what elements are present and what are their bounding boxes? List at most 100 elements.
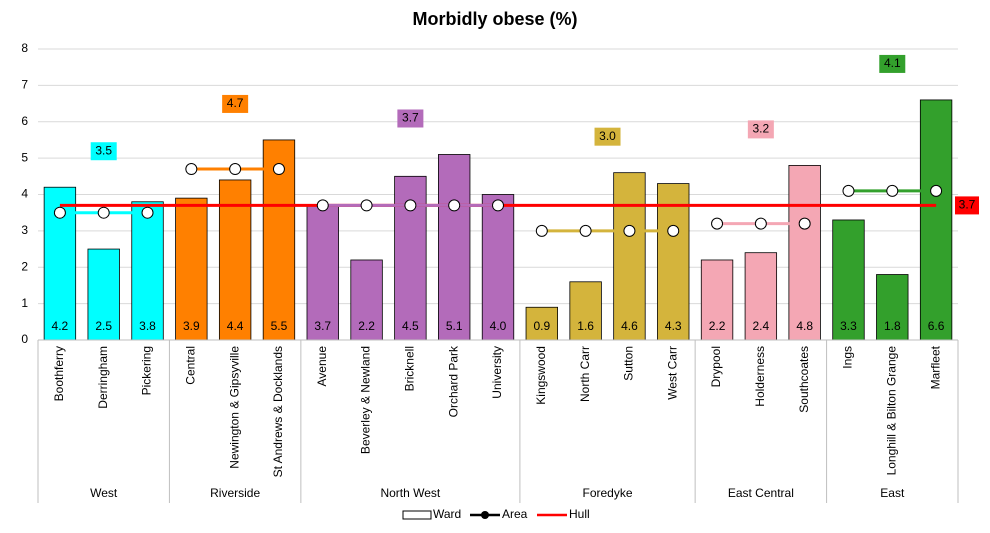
bar bbox=[438, 154, 471, 341]
area-marker bbox=[97, 206, 110, 219]
area-marker bbox=[272, 163, 285, 176]
legend-label: Area bbox=[502, 507, 528, 521]
value-label: 4.0 bbox=[490, 319, 507, 333]
group-label: North West bbox=[380, 486, 440, 500]
x-tick-label: University bbox=[490, 346, 504, 399]
value-label: 4.6 bbox=[621, 319, 638, 333]
value-label: 0.9 bbox=[533, 319, 550, 333]
value-label: 2.2 bbox=[358, 319, 375, 333]
group-label: East bbox=[880, 486, 905, 500]
x-tick-label: Ings bbox=[841, 346, 855, 369]
x-tick-label: Boothferry bbox=[52, 346, 66, 401]
area-marker bbox=[360, 199, 373, 212]
area-label: 3.5 bbox=[95, 143, 112, 157]
legend-label: Hull bbox=[569, 507, 590, 521]
value-label: 4.5 bbox=[402, 319, 419, 333]
area-marker bbox=[930, 184, 943, 197]
area-marker bbox=[667, 224, 680, 237]
value-label: 2.5 bbox=[95, 319, 112, 333]
bar bbox=[919, 99, 953, 341]
bar bbox=[700, 259, 734, 341]
y-tick-label: 5 bbox=[21, 150, 28, 164]
x-tick-label: Newington & Gipsyville bbox=[227, 346, 241, 469]
group-label: West bbox=[90, 486, 118, 500]
y-tick-label: 2 bbox=[21, 259, 28, 273]
area-marker bbox=[711, 217, 724, 230]
value-label: 1.6 bbox=[577, 319, 594, 333]
value-label: 6.6 bbox=[928, 319, 945, 333]
area-marker bbox=[579, 224, 592, 237]
y-tick-label: 3 bbox=[21, 223, 28, 237]
bar bbox=[876, 274, 909, 341]
x-tick-label: St Andrews & Docklands bbox=[271, 346, 285, 477]
area-marker bbox=[448, 199, 461, 212]
x-tick-label: Pickering bbox=[140, 346, 154, 395]
legend-label: Ward bbox=[433, 507, 461, 521]
hull-label-box bbox=[955, 196, 979, 215]
x-tick-label: Orchard Park bbox=[446, 345, 460, 417]
value-label: 1.8 bbox=[884, 319, 901, 333]
area-marker bbox=[53, 206, 66, 219]
value-label: 3.9 bbox=[183, 319, 200, 333]
area-marker bbox=[229, 163, 242, 176]
x-tick-label: Holderness bbox=[753, 346, 767, 407]
value-label: 4.2 bbox=[52, 319, 69, 333]
area-label: 3.7 bbox=[402, 111, 419, 125]
value-label: 4.3 bbox=[665, 319, 682, 333]
value-label: 2.4 bbox=[753, 319, 770, 333]
area-marker bbox=[623, 224, 636, 237]
area-label: 3.2 bbox=[753, 122, 770, 136]
y-tick-label: 1 bbox=[21, 296, 28, 310]
area-label: 4.1 bbox=[884, 56, 901, 70]
x-tick-label: Longhill & Bilton Grange bbox=[884, 346, 898, 476]
x-tick-label: North Carr bbox=[578, 346, 592, 402]
value-label: 2.2 bbox=[709, 319, 726, 333]
bar bbox=[350, 259, 383, 341]
y-tick-label: 7 bbox=[21, 78, 28, 92]
value-label: 3.8 bbox=[139, 319, 156, 333]
bar bbox=[569, 281, 602, 341]
x-tick-label: Bricknell bbox=[403, 346, 417, 391]
area-marker bbox=[492, 199, 504, 212]
area-label-box bbox=[222, 94, 249, 113]
area-label-box bbox=[747, 120, 774, 139]
value-label: 5.5 bbox=[271, 319, 288, 333]
area-marker bbox=[141, 206, 154, 219]
bar bbox=[87, 248, 120, 341]
area-marker bbox=[886, 184, 899, 197]
x-tick-label: Central bbox=[184, 346, 198, 385]
bar bbox=[175, 197, 208, 341]
area-label: 4.7 bbox=[227, 96, 244, 110]
legend-ward-swatch bbox=[402, 510, 432, 520]
x-tick-label: Marfleet bbox=[928, 345, 942, 389]
legend-area-marker bbox=[481, 511, 489, 519]
hull-label: 3.7 bbox=[959, 198, 976, 212]
y-tick-label: 6 bbox=[21, 114, 28, 128]
bar bbox=[306, 205, 339, 341]
value-label: 4.8 bbox=[796, 319, 813, 333]
bar bbox=[788, 164, 821, 341]
y-tick-label: 0 bbox=[21, 332, 28, 346]
area-marker bbox=[185, 163, 198, 176]
area-marker bbox=[842, 184, 855, 197]
bar bbox=[832, 219, 865, 341]
area-marker bbox=[754, 217, 767, 230]
area-label-box bbox=[879, 54, 906, 73]
x-tick-label: Drypool bbox=[709, 346, 723, 387]
area-label-box bbox=[397, 109, 424, 128]
value-label: 3.3 bbox=[840, 319, 857, 333]
y-tick-label: 4 bbox=[21, 187, 28, 201]
group-label: East Central bbox=[728, 486, 794, 500]
value-label: 5.1 bbox=[446, 319, 463, 333]
bar bbox=[613, 172, 646, 341]
area-label-box bbox=[594, 127, 621, 146]
area-marker bbox=[798, 217, 811, 230]
x-tick-label: Derringham bbox=[96, 346, 110, 409]
value-label: 3.7 bbox=[314, 319, 331, 333]
bar bbox=[657, 183, 690, 341]
area-marker bbox=[404, 199, 417, 212]
x-tick-label: Kingswood bbox=[534, 346, 548, 405]
area-marker bbox=[316, 199, 329, 212]
bar bbox=[481, 194, 515, 341]
